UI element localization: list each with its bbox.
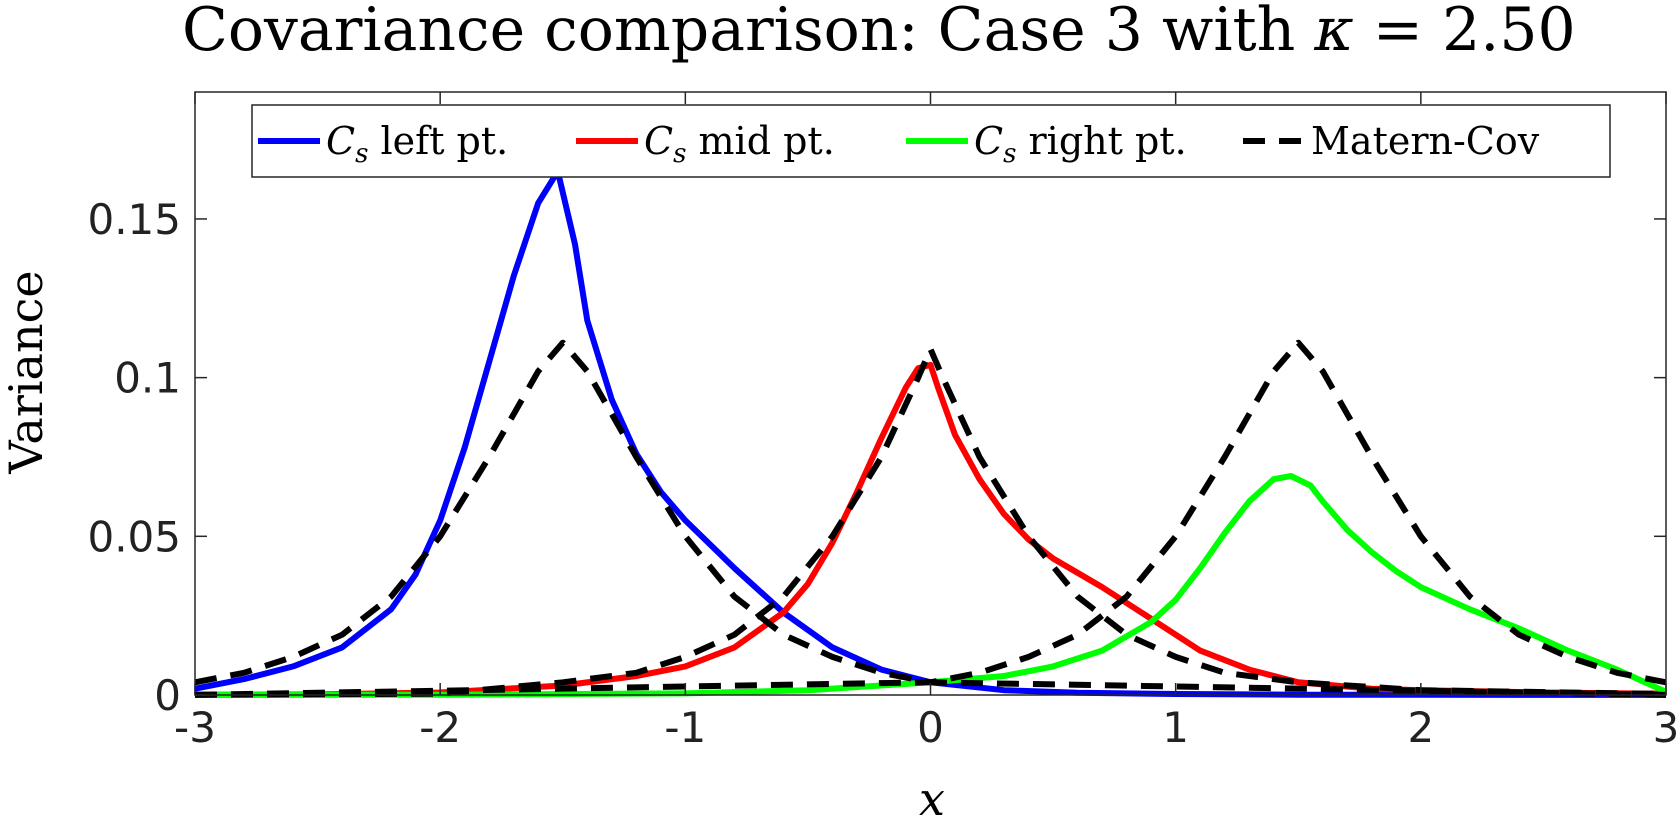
x-tick-label: 3	[1653, 703, 1676, 752]
x-tick-label: 1	[1162, 703, 1189, 752]
series-line-4	[194, 346, 1667, 698]
series-layer	[194, 168, 1668, 698]
legend-label: Matern-Cov	[1311, 119, 1540, 163]
series-line-5	[194, 339, 1667, 698]
chart-title-symbol: κ	[1313, 0, 1353, 65]
x-tick-label: -2	[419, 703, 461, 752]
legend-label: Cs left pt.	[326, 119, 508, 169]
x-tick-label: -3	[174, 703, 216, 752]
series-line-1	[194, 361, 1667, 698]
y-tick-label: 0.05	[87, 512, 181, 561]
y-tick-label: 0	[154, 671, 181, 720]
series-line-3	[194, 339, 1667, 698]
chart-title: Covariance comparison: Case 3 with κ = 2…	[182, 0, 1576, 65]
y-tick-label: 0.1	[114, 354, 181, 403]
x-tick-label: -1	[664, 703, 706, 752]
chart-title-tail: = 2.50	[1354, 0, 1576, 65]
x-tick-label: 2	[1407, 703, 1434, 752]
plot-background	[195, 92, 1666, 695]
legend-label: Cs right pt.	[974, 119, 1187, 169]
x-axis-label: x	[919, 772, 945, 823]
series-line-0	[194, 168, 1667, 698]
x-tick-label: 0	[917, 703, 944, 752]
legend-label: Cs mid pt.	[644, 119, 835, 169]
y-tick-label: 0.15	[87, 195, 181, 244]
legend: Cs left pt. Cs mid pt. Cs right pt. Matern-…	[251, 104, 1611, 178]
y-axis-label: Variance	[0, 270, 53, 474]
axes-layer: -3 -2 -1 0 1 2 3 0 0.05 0.1 0.15	[87, 91, 1676, 752]
plot-area	[195, 92, 1666, 695]
chart-title-lead: Covariance comparison: Case 3 with	[182, 0, 1314, 65]
